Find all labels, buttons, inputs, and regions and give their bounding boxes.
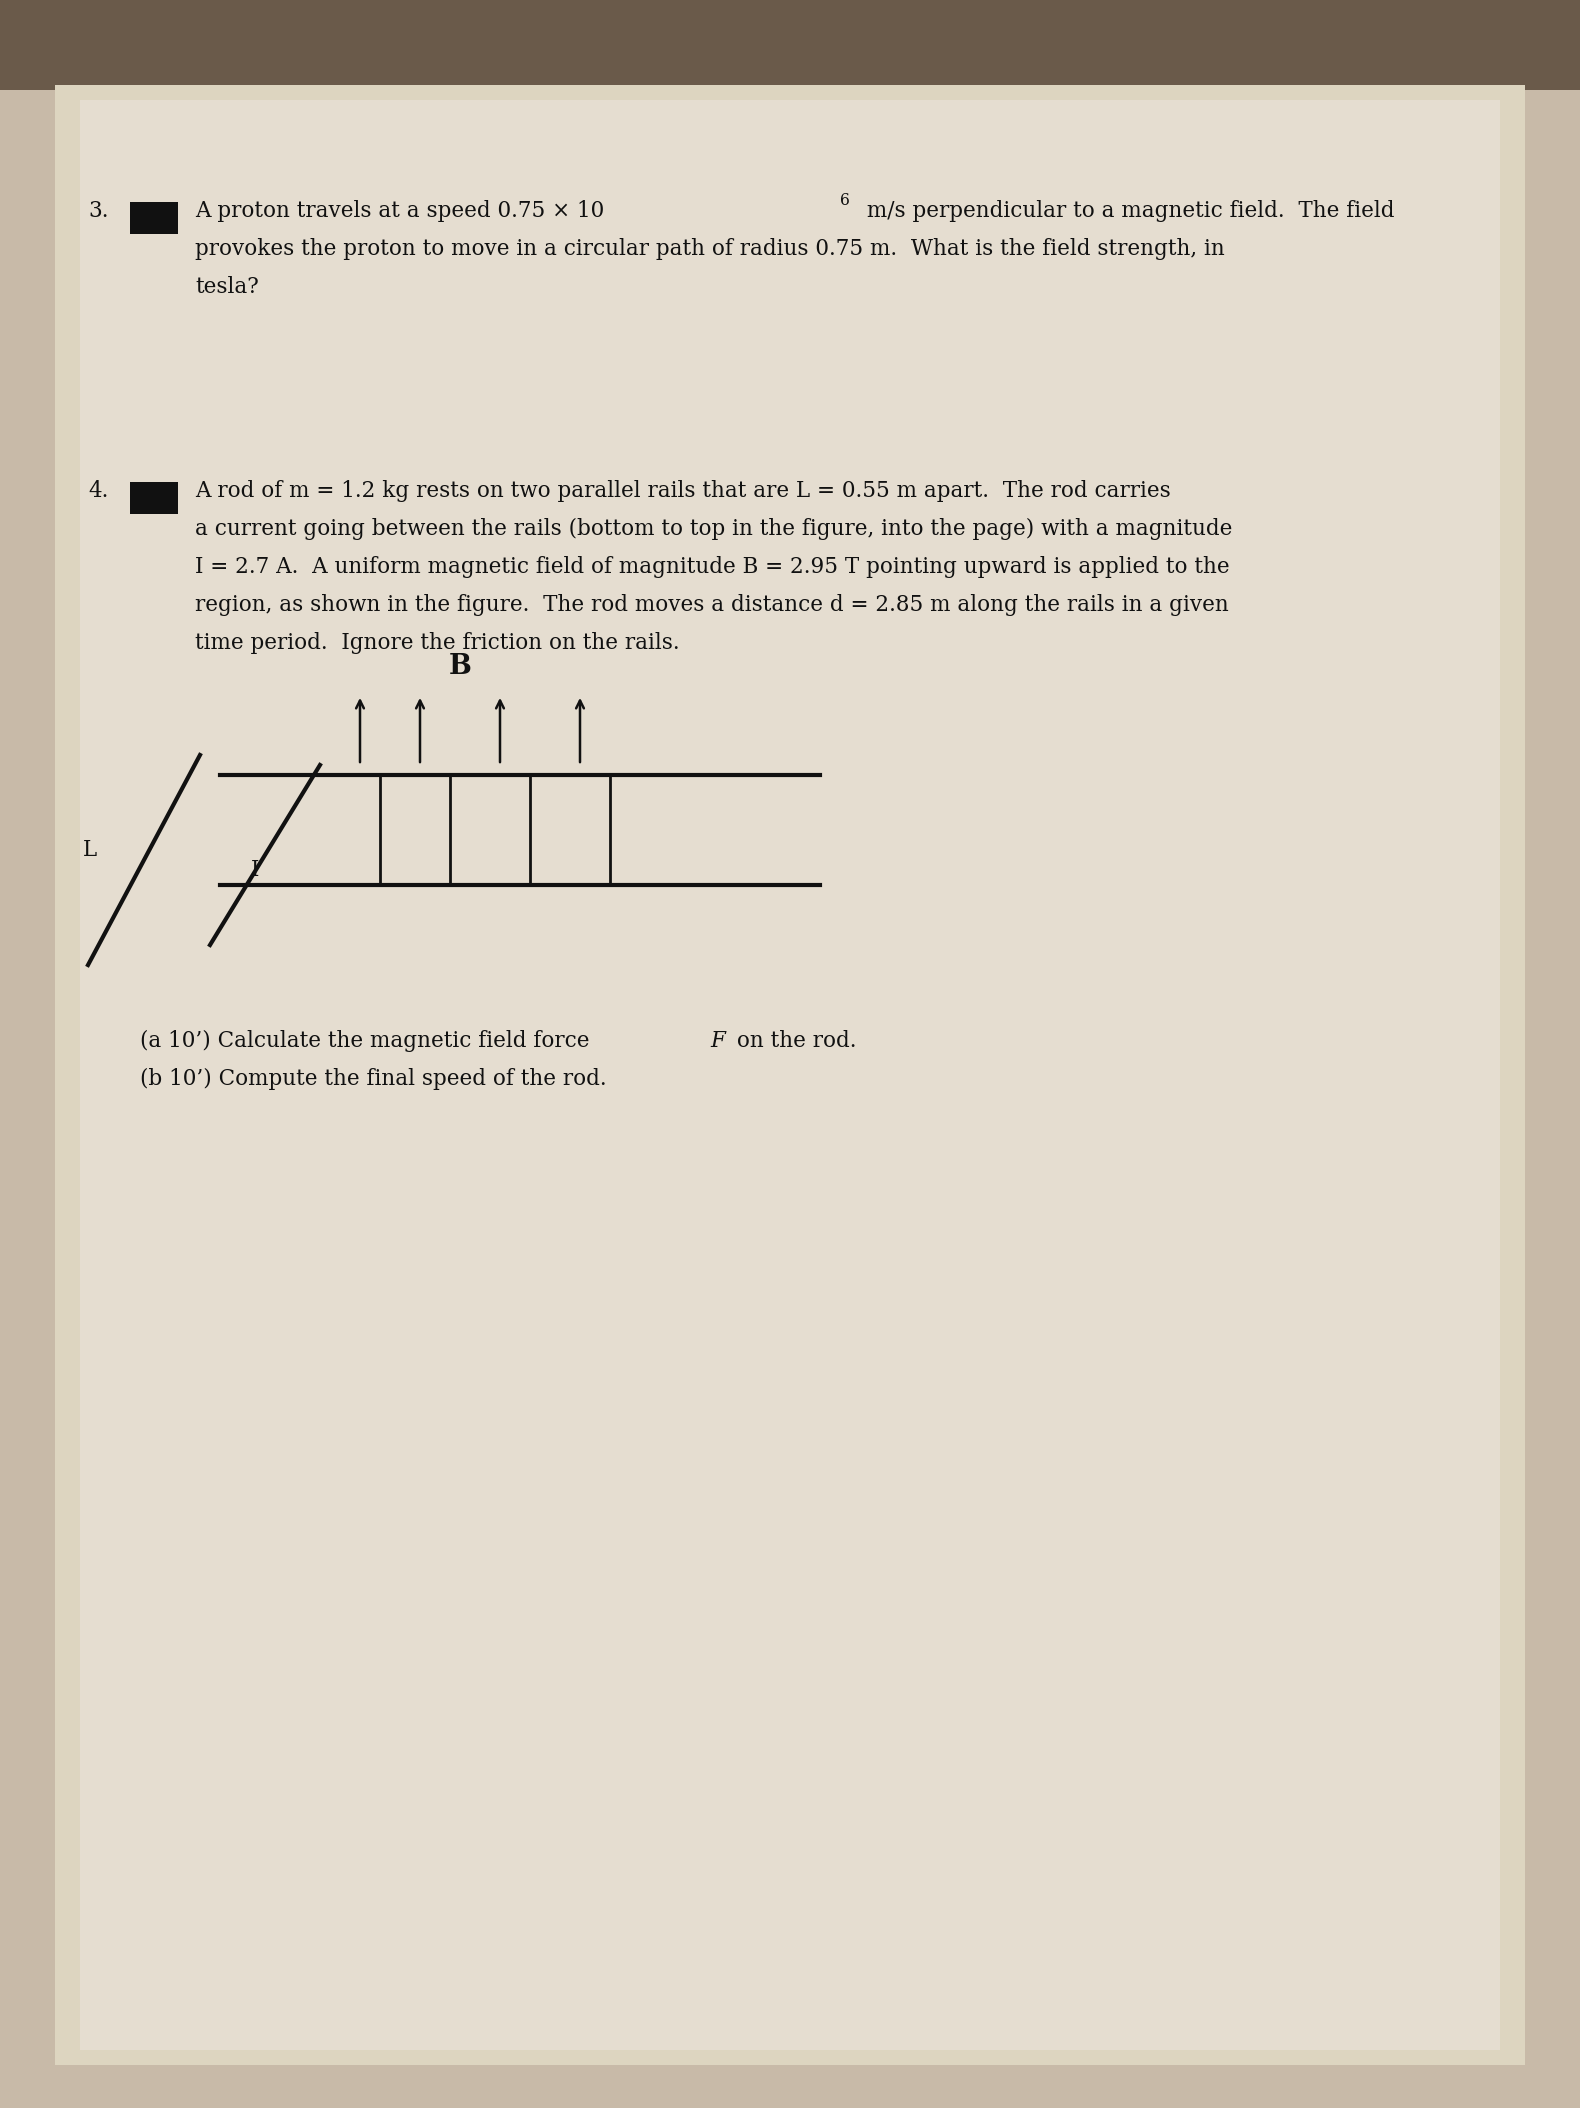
Text: A rod of m = 1.2 kg rests on two parallel rails that are L = 0.55 m apart.  The : A rod of m = 1.2 kg rests on two paralle… (194, 481, 1171, 502)
Text: I = 2.7 A.  A uniform magnetic field of magnitude B = 2.95 T pointing upward is : I = 2.7 A. A uniform magnetic field of m… (194, 557, 1229, 578)
Text: region, as shown in the figure.  The rod moves a distance d = 2.85 m along the r: region, as shown in the figure. The rod … (194, 594, 1229, 616)
Bar (130, 202, 179, 234)
Text: time period.  Ignore the friction on the rails.: time period. Ignore the friction on the … (194, 632, 679, 653)
Text: F: F (709, 1031, 725, 1052)
Text: 4.: 4. (88, 481, 109, 502)
Text: provokes the proton to move in a circular path of radius 0.75 m.  What is the fi: provokes the proton to move in a circula… (194, 238, 1224, 259)
Text: B: B (449, 653, 471, 681)
Text: L: L (84, 839, 96, 860)
Bar (130, 483, 179, 514)
Text: a current going between the rails (bottom to top in the figure, into the page) w: a current going between the rails (botto… (194, 519, 1232, 540)
Bar (0, 0, 1580, 91)
Text: tesla?: tesla? (194, 276, 259, 297)
Text: 6: 6 (841, 192, 850, 209)
Text: A proton travels at a speed 0.75 × 10: A proton travels at a speed 0.75 × 10 (194, 200, 604, 221)
Text: on the rod.: on the rod. (730, 1031, 856, 1052)
Text: (b 10’) Compute the final speed of the rod.: (b 10’) Compute the final speed of the r… (141, 1069, 607, 1090)
Text: m/s perpendicular to a magnetic field.  The field: m/s perpendicular to a magnetic field. T… (860, 200, 1395, 221)
Bar (81, 99, 1499, 2049)
Text: 3.: 3. (88, 200, 109, 221)
Text: (a 10’) Calculate the magnetic field force: (a 10’) Calculate the magnetic field for… (141, 1031, 596, 1052)
Text: I: I (251, 858, 259, 881)
